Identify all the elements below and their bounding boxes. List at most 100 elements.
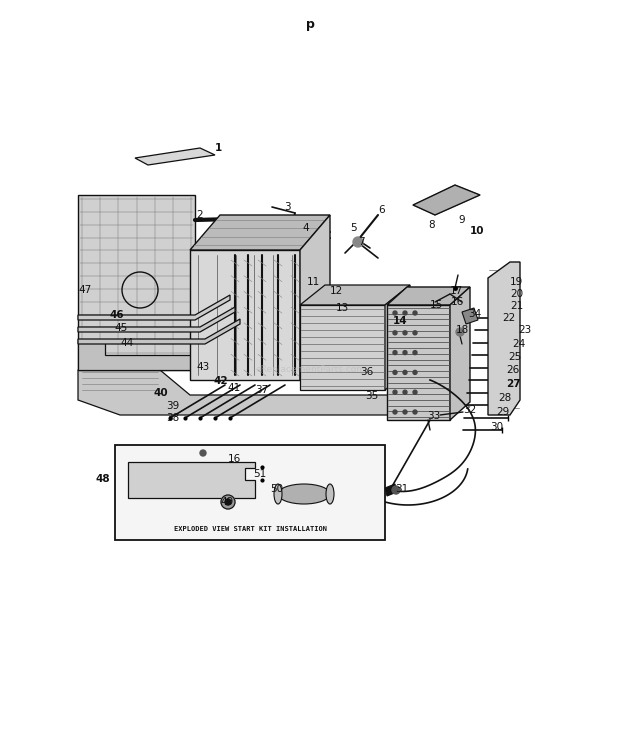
Circle shape — [403, 331, 407, 335]
Text: 14: 14 — [393, 316, 407, 326]
Circle shape — [200, 450, 206, 456]
Text: 12: 12 — [330, 286, 343, 296]
Text: 35: 35 — [365, 391, 378, 401]
Polygon shape — [300, 215, 330, 380]
Polygon shape — [190, 250, 300, 380]
Text: 11: 11 — [307, 277, 321, 287]
Text: 21: 21 — [510, 301, 523, 311]
Text: 42: 42 — [214, 376, 229, 386]
Text: 43: 43 — [196, 362, 210, 372]
Text: 49: 49 — [220, 497, 233, 507]
Circle shape — [403, 350, 407, 355]
Text: 2: 2 — [196, 210, 203, 220]
Text: 7: 7 — [358, 237, 365, 247]
Text: 10: 10 — [470, 226, 484, 236]
Circle shape — [393, 410, 397, 414]
Text: 16: 16 — [228, 454, 241, 464]
Polygon shape — [78, 307, 235, 332]
Text: 31: 31 — [395, 484, 408, 494]
Circle shape — [456, 328, 464, 336]
Circle shape — [221, 495, 235, 509]
Text: 40: 40 — [154, 388, 169, 398]
Polygon shape — [78, 195, 195, 370]
Circle shape — [413, 410, 417, 414]
Circle shape — [393, 350, 397, 355]
Text: 32: 32 — [463, 405, 476, 415]
Circle shape — [225, 499, 231, 505]
Ellipse shape — [326, 484, 334, 504]
Polygon shape — [413, 185, 480, 215]
Polygon shape — [300, 305, 385, 390]
Text: 51: 51 — [253, 469, 266, 479]
Polygon shape — [78, 340, 195, 370]
Text: 38: 38 — [166, 413, 179, 423]
Circle shape — [403, 370, 407, 375]
Bar — [115, 445, 385, 540]
Polygon shape — [462, 308, 478, 324]
Text: 15: 15 — [430, 300, 443, 310]
Text: 8: 8 — [428, 220, 435, 230]
Text: 33: 33 — [427, 411, 440, 421]
Text: 25: 25 — [508, 352, 521, 362]
Text: 46: 46 — [110, 310, 125, 320]
Polygon shape — [387, 305, 450, 420]
Circle shape — [413, 350, 417, 355]
Text: 17: 17 — [450, 286, 463, 296]
Text: 27: 27 — [506, 379, 521, 389]
Circle shape — [413, 370, 417, 375]
Polygon shape — [78, 295, 230, 320]
Text: 23: 23 — [518, 325, 531, 335]
Text: 24: 24 — [512, 339, 525, 349]
Polygon shape — [385, 484, 397, 496]
Circle shape — [393, 331, 397, 335]
Text: 22: 22 — [502, 313, 515, 323]
Circle shape — [393, 370, 397, 375]
Text: 4: 4 — [302, 223, 309, 233]
Text: 37: 37 — [255, 385, 268, 395]
Circle shape — [393, 390, 397, 394]
Ellipse shape — [274, 484, 282, 504]
Circle shape — [413, 311, 417, 315]
Text: 29: 29 — [496, 407, 509, 417]
Text: 47: 47 — [78, 285, 91, 295]
Text: 28: 28 — [498, 393, 511, 403]
Text: 50: 50 — [270, 484, 283, 494]
Polygon shape — [385, 285, 410, 390]
Circle shape — [393, 311, 397, 315]
Text: 6: 6 — [378, 205, 384, 215]
Circle shape — [392, 486, 400, 494]
Polygon shape — [190, 215, 330, 250]
Text: 39: 39 — [166, 401, 179, 411]
Text: EXPLODED VIEW START KIT INSTALLATION: EXPLODED VIEW START KIT INSTALLATION — [174, 526, 327, 532]
Text: 3: 3 — [284, 202, 291, 212]
Text: 44: 44 — [120, 338, 133, 348]
Text: 1: 1 — [215, 143, 222, 153]
Text: 20: 20 — [510, 289, 523, 299]
Text: 30: 30 — [490, 422, 503, 432]
Polygon shape — [300, 285, 410, 305]
Text: 36: 36 — [360, 367, 373, 377]
Text: 16: 16 — [451, 297, 464, 307]
Circle shape — [413, 390, 417, 394]
Circle shape — [403, 311, 407, 315]
Text: 48: 48 — [95, 474, 110, 484]
Polygon shape — [450, 287, 470, 420]
Text: 45: 45 — [114, 323, 127, 333]
Text: 34: 34 — [468, 309, 481, 319]
Circle shape — [403, 390, 407, 394]
Text: 9: 9 — [458, 215, 464, 225]
Polygon shape — [488, 262, 520, 415]
Text: eReplacementParts.com: eReplacementParts.com — [255, 366, 365, 375]
Polygon shape — [128, 462, 255, 498]
Text: 18: 18 — [456, 325, 469, 335]
Text: 13: 13 — [336, 303, 349, 313]
Text: 5: 5 — [350, 223, 356, 233]
Circle shape — [403, 410, 407, 414]
Ellipse shape — [278, 484, 330, 504]
Polygon shape — [135, 148, 215, 165]
Text: 26: 26 — [506, 365, 520, 375]
Polygon shape — [78, 319, 240, 344]
Polygon shape — [78, 370, 430, 415]
Text: 19: 19 — [510, 277, 523, 287]
Text: p: p — [306, 18, 314, 31]
